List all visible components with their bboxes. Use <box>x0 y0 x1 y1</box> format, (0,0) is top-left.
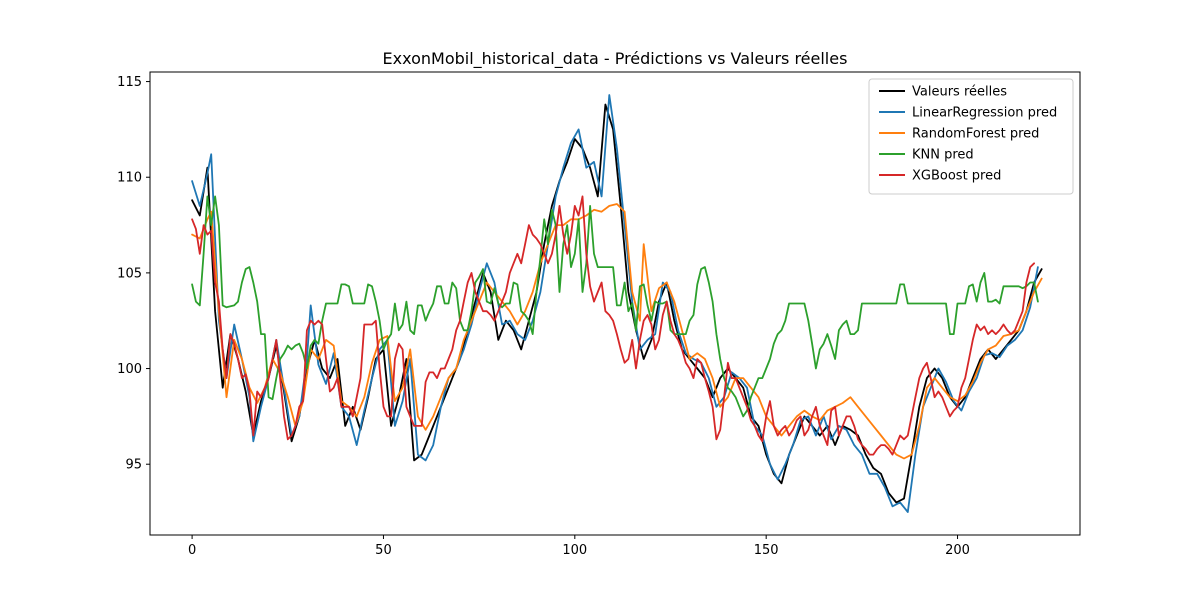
legend-label: LinearRegression pred <box>912 106 1057 121</box>
y-tick-label: 105 <box>117 266 142 281</box>
legend-label: KNN pred <box>912 148 974 163</box>
legend-label: XGBoost pred <box>912 169 1001 184</box>
plot-area: 0 50 100 150 200 95 100 105 110 115 <box>117 71 1081 558</box>
legend-label: RandomForest pred <box>912 127 1039 142</box>
y-tick-label: 110 <box>117 171 142 186</box>
axes-frame <box>149 71 1081 536</box>
chart-title: ExxonMobil_historical_data - Prédictions… <box>383 49 848 69</box>
series-line-xgboost-pred <box>191 195 1035 456</box>
x-axis: 0 50 100 150 200 <box>188 535 970 558</box>
y-tick-label: 95 <box>125 458 142 473</box>
series-line-randomforest-pred <box>191 203 1043 460</box>
x-tick-label: 100 <box>562 543 587 558</box>
x-tick-label: 50 <box>375 543 392 558</box>
series-line-linearregression-pred <box>191 94 1039 513</box>
y-axis: 95 100 105 110 115 <box>117 75 150 473</box>
series-line-valeurs-r-elles <box>191 103 1043 504</box>
series-lines <box>191 94 1043 513</box>
x-tick-label: 200 <box>945 543 970 558</box>
x-tick-label: 150 <box>754 543 779 558</box>
legend: Valeurs réelles LinearRegression pred Rand… <box>868 78 1074 195</box>
y-tick-label: 115 <box>117 75 142 90</box>
legend-box <box>868 78 1074 195</box>
series-line-knn-pred <box>191 195 1039 418</box>
legend-label: Valeurs réelles <box>912 85 1007 100</box>
y-tick-label: 100 <box>117 362 142 377</box>
x-tick-label: 0 <box>188 543 196 558</box>
